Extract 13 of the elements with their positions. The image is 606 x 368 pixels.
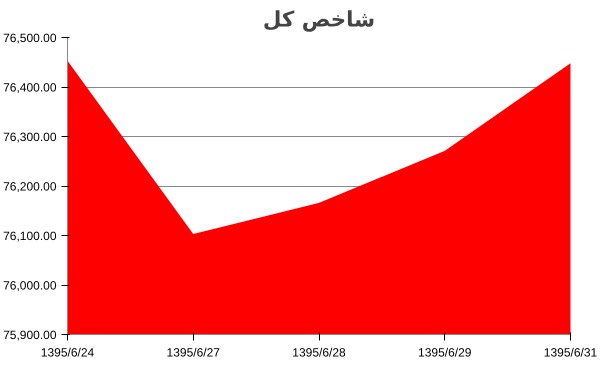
x-tick-label: 1395/6/29 <box>418 346 472 360</box>
x-tick-label: 1395/6/31 <box>544 346 598 360</box>
x-tick-label: 1395/6/28 <box>292 346 346 360</box>
y-tick-label: 76,300.00 <box>3 130 57 144</box>
y-tick-label: 76,000.00 <box>3 278 57 292</box>
y-tick-label: 76,400.00 <box>3 80 57 94</box>
chart-title: شاخص کل <box>262 8 376 32</box>
y-tick-label: 76,200.00 <box>3 180 57 194</box>
y-tick-label: 76,100.00 <box>3 229 57 243</box>
x-tick-label: 1395/6/27 <box>166 346 220 360</box>
y-tick-label: 75,900.00 <box>3 328 57 342</box>
x-tick-label: 1395/6/24 <box>40 346 95 360</box>
y-tick-label: 76,500.00 <box>3 31 57 45</box>
